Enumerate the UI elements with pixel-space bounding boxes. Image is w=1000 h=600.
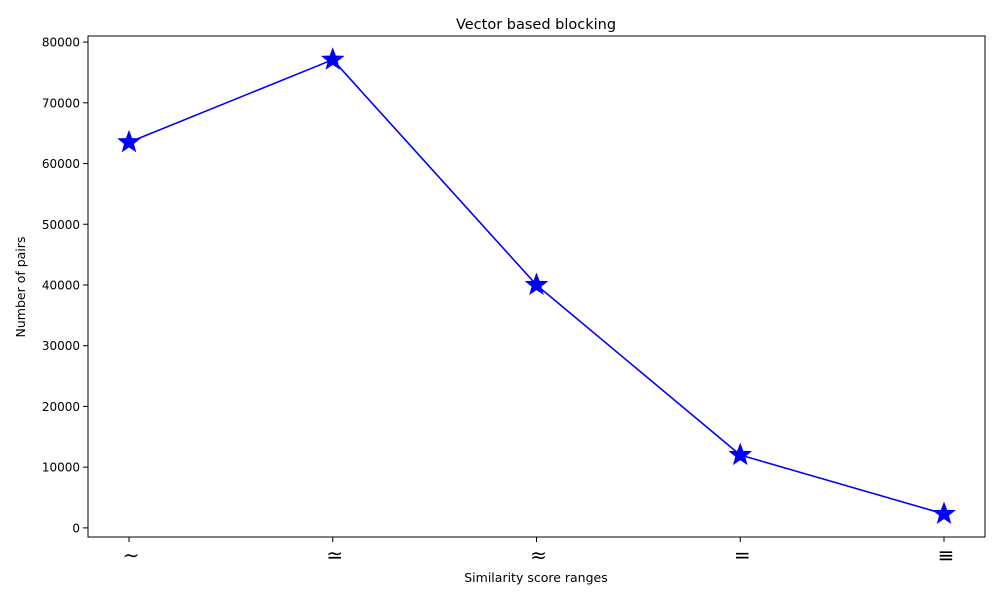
y-axis: 0 10000 20000 30000 40000 50000 60000 70000 8000… <box>42 36 88 535</box>
plot-area <box>87 35 986 538</box>
y-tick-label: 30000 <box>42 339 80 353</box>
y-tick-label: 0 <box>72 521 80 535</box>
x-tick-label: ≃ <box>326 543 343 567</box>
data-point-star <box>320 47 345 70</box>
y-axis-label: Number of pairs <box>13 237 28 338</box>
y-tick-label: 10000 <box>42 461 80 475</box>
x-tick-label: ≈ <box>530 543 547 567</box>
data-point-star <box>728 442 753 466</box>
x-axis-label: Similarity score ranges <box>464 570 608 585</box>
y-tick-label: 40000 <box>42 278 80 292</box>
chart-title: Vector based blocking <box>456 17 616 33</box>
data-point-star <box>932 501 956 524</box>
y-tick-label: 80000 <box>42 36 80 50</box>
x-tick-label: = <box>734 543 751 567</box>
y-tick-label: 70000 <box>42 96 80 110</box>
x-axis: ∼ ≃ ≈ = ≡ <box>123 537 955 567</box>
y-tick-label: 20000 <box>42 400 80 414</box>
x-tick-label: ≡ <box>938 543 955 567</box>
data-point-star <box>524 272 549 296</box>
x-tick-label: ∼ <box>123 543 140 567</box>
y-tick-label: 50000 <box>42 218 80 232</box>
data-point-star <box>117 129 141 153</box>
y-tick-label: 60000 <box>42 157 80 171</box>
